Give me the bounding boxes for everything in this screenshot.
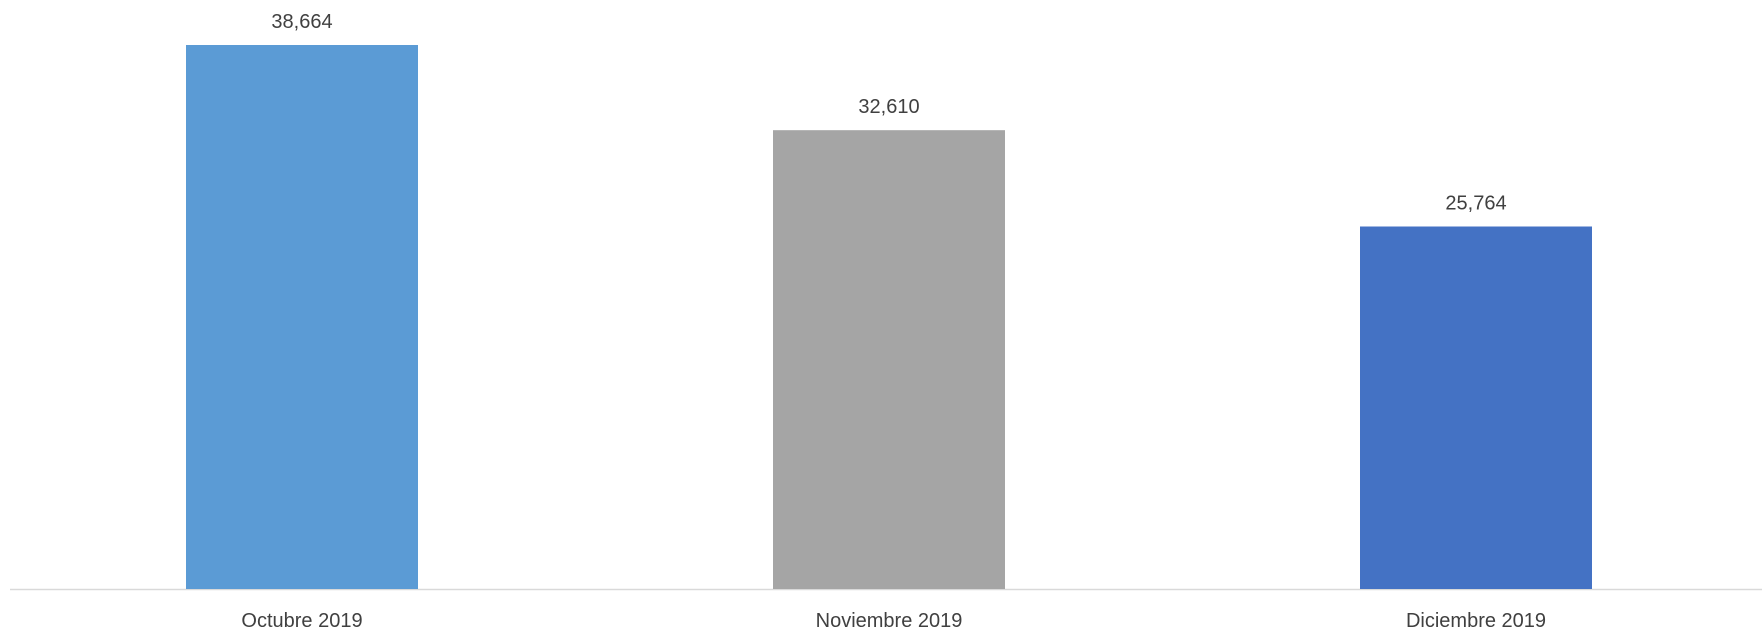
bar-3 xyxy=(1360,226,1592,589)
category-label-3: Diciembre 2019 xyxy=(1406,610,1546,631)
data-label-2: 32,610 xyxy=(858,96,919,118)
category-label-2: Noviembre 2019 xyxy=(816,610,963,631)
bar-1 xyxy=(186,45,418,589)
data-label-1: 38,664 xyxy=(271,11,332,33)
data-label-group: 38,664 32,610 25,764 xyxy=(271,11,1506,215)
bar-2 xyxy=(773,130,1005,590)
category-label-1: Octubre 2019 xyxy=(241,610,362,631)
data-label-3: 25,764 xyxy=(1445,193,1506,215)
category-label-group: Octubre 2019 Noviembre 2019 Diciembre 2019 xyxy=(241,610,1546,631)
bar-group xyxy=(186,45,1592,590)
